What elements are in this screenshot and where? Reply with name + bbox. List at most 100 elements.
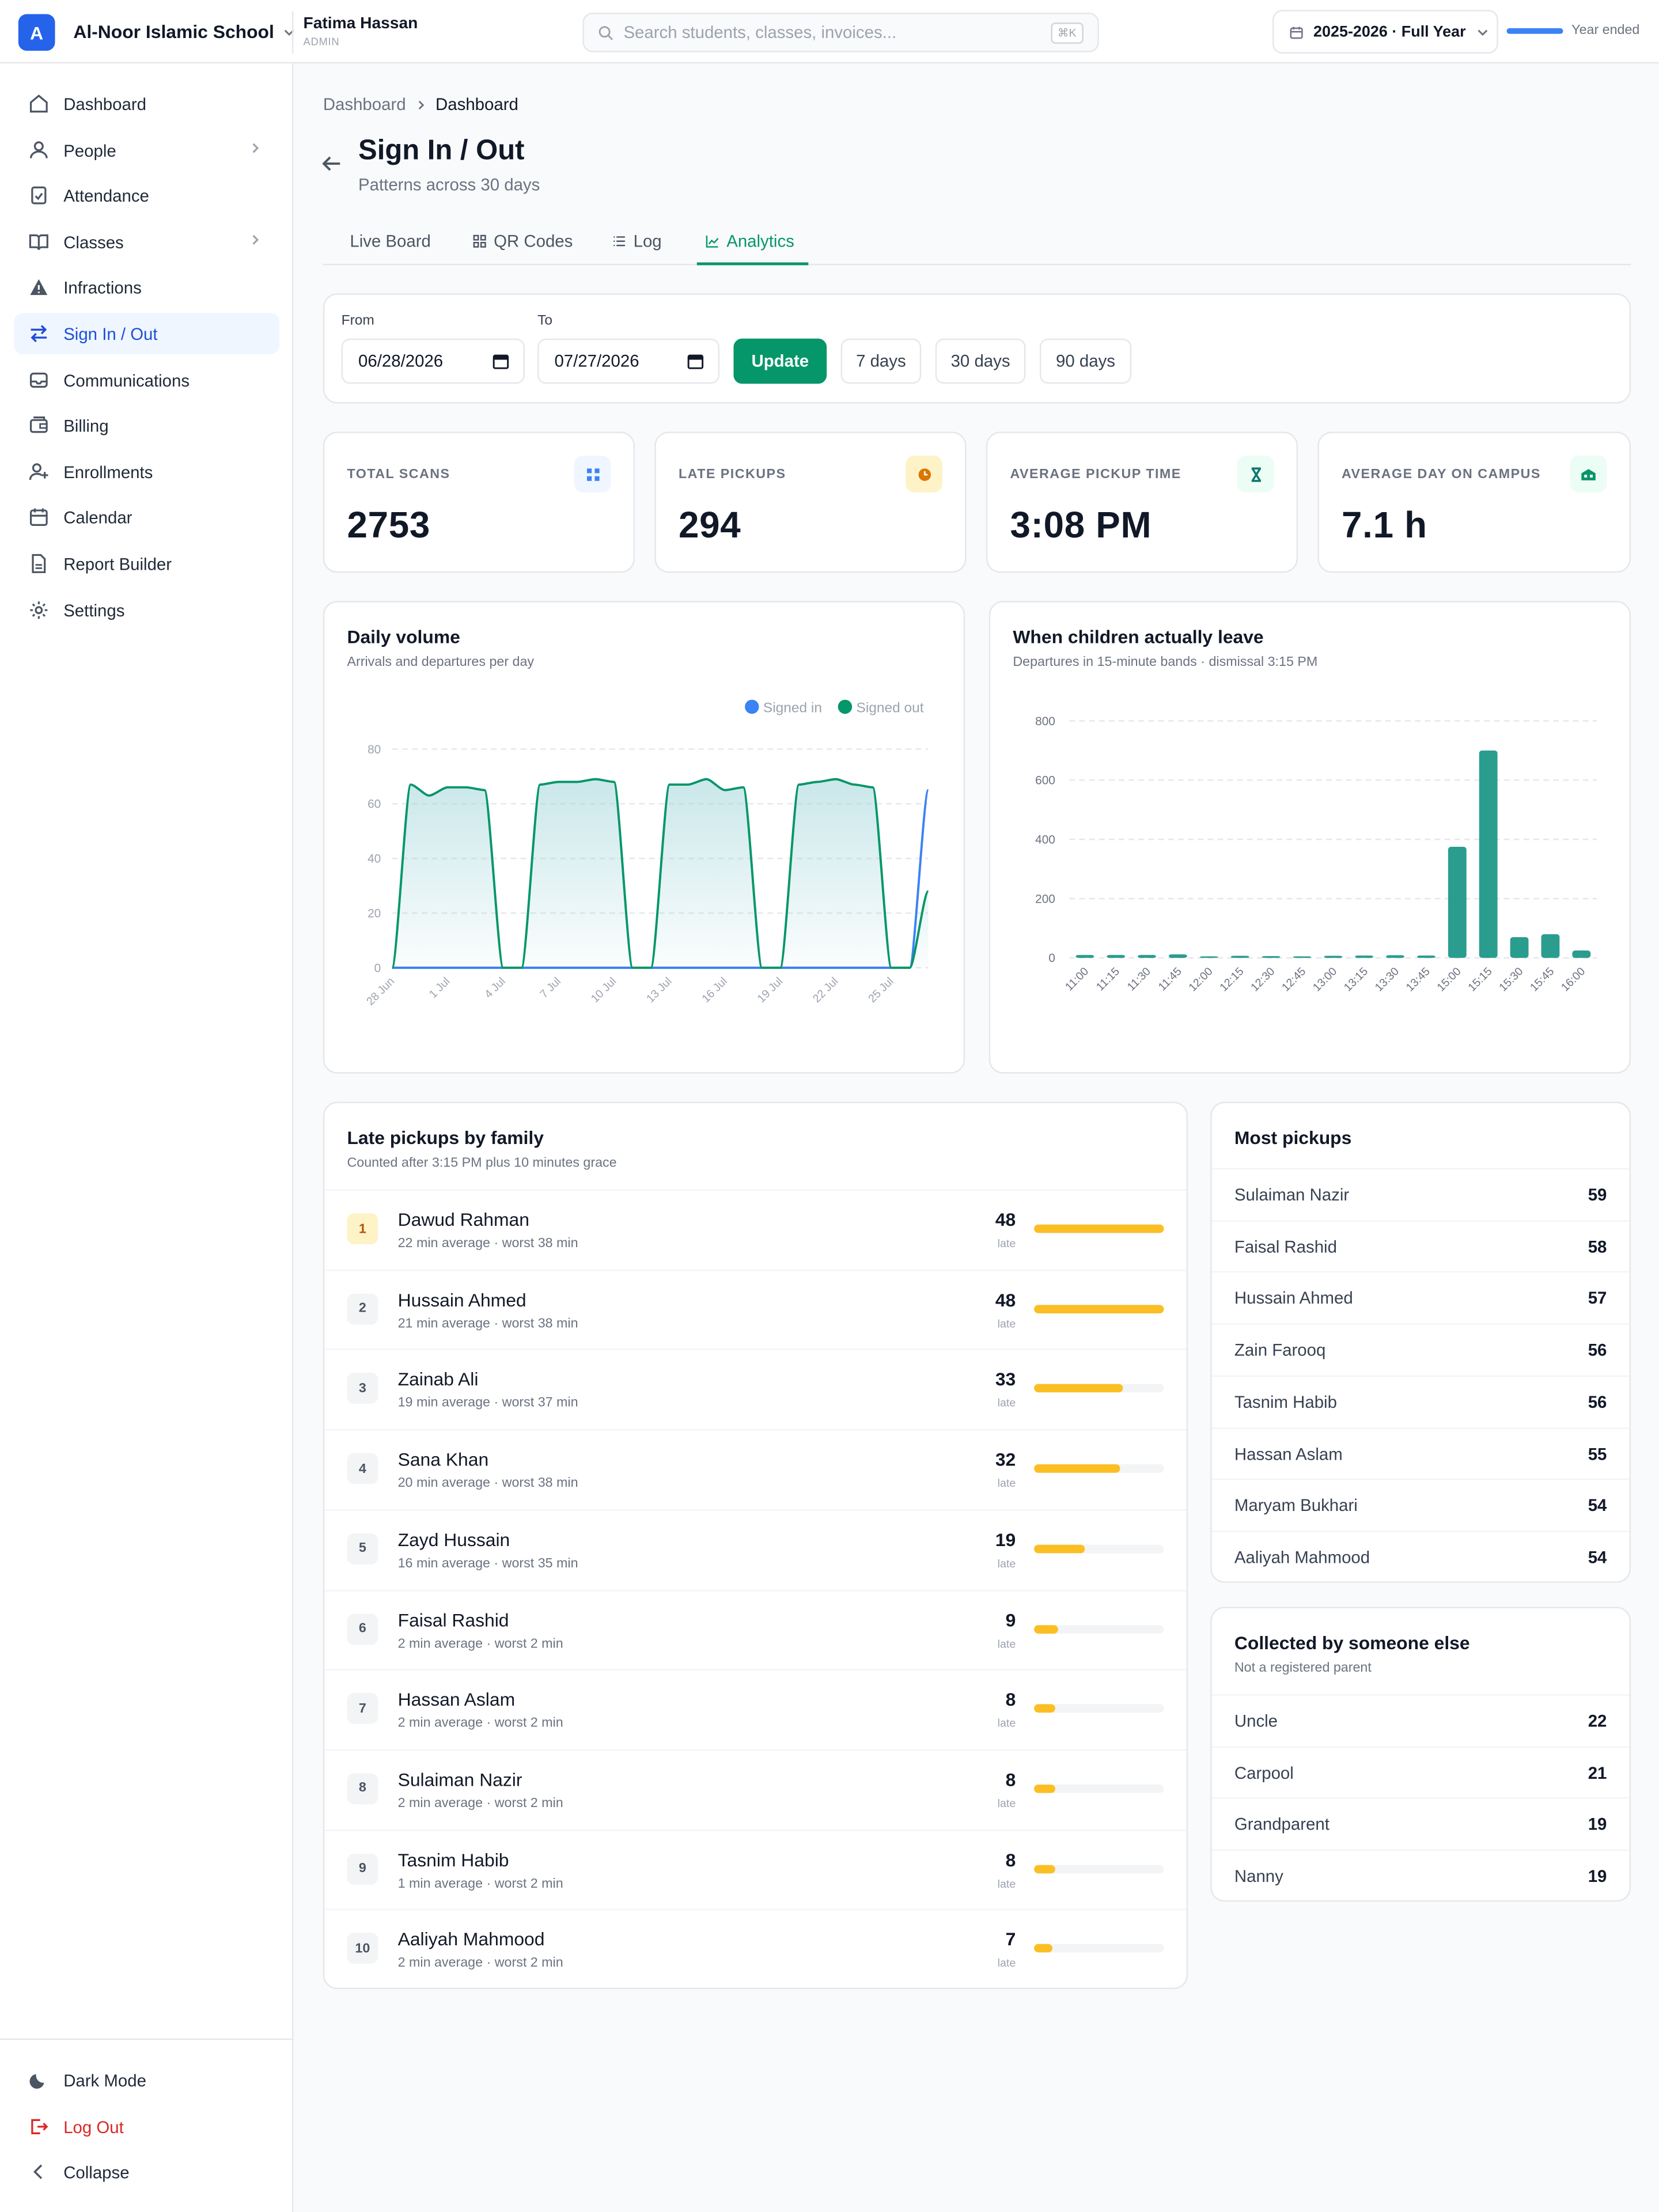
collector-row[interactable]: Carpool 21 (1211, 1746, 1630, 1798)
departure-bar[interactable] (1075, 955, 1094, 958)
calendar-icon[interactable] (687, 353, 704, 369)
back-arrow-icon[interactable] (320, 152, 343, 175)
breadcrumb-link[interactable]: Dashboard (323, 94, 406, 115)
departure-bar[interactable] (1138, 955, 1156, 958)
year-progress-bar (1506, 28, 1563, 34)
preset-30-days-button[interactable]: 30 days (935, 338, 1026, 384)
signed-in-line (392, 789, 930, 969)
late-family-row[interactable]: 3 Zainab Ali 19 min average · worst 37 min… (324, 1349, 1187, 1430)
late-family-row[interactable]: 6 Faisal Rashid 2 min average · worst 2 mi… (324, 1589, 1187, 1670)
collector-row[interactable]: Grandparent 19 (1211, 1797, 1630, 1850)
dark-mode-toggle[interactable]: Dark Mode (14, 2060, 279, 2101)
sidebar-item-enrollments[interactable]: Enrollments (14, 451, 279, 492)
sidebar-item-people[interactable]: People (14, 129, 279, 170)
sidebar-item-label: People (63, 140, 116, 161)
late-unit: late (997, 1797, 1016, 1810)
departure-bar[interactable] (1324, 956, 1343, 958)
pickup-row[interactable]: Zain Farooq 56 (1211, 1323, 1630, 1376)
late-count: 19 (995, 1529, 1016, 1550)
family-name: Aaliyah Mahmood (397, 1929, 545, 1950)
collapse-sidebar-button[interactable]: Collapse (14, 2152, 279, 2192)
from-label: From (341, 313, 374, 329)
sidebar-item-dashboard[interactable]: Dashboard (14, 83, 279, 124)
year-selector[interactable]: 2025-2026 · Full Year (1272, 10, 1498, 54)
pickup-row[interactable]: Faisal Rashid 58 (1211, 1219, 1630, 1272)
departure-bar[interactable] (1168, 954, 1187, 958)
x-tick-label: 28 Jun (364, 975, 397, 1007)
moon-icon (29, 2074, 44, 2089)
sidebar-item-attendance[interactable]: Attendance (14, 175, 279, 216)
page-subtitle: Patterns across 30 days (358, 175, 540, 195)
sidebar-item-settings[interactable]: Settings (14, 589, 279, 630)
sidebar-item-report-builder[interactable]: Report Builder (14, 543, 279, 584)
departure-bar[interactable] (1479, 750, 1498, 958)
departure-bar[interactable] (1417, 955, 1435, 958)
preset-90-days-button[interactable]: 90 days (1039, 338, 1132, 384)
school-switcher[interactable]: Al-Noor Islamic School (73, 21, 297, 42)
departure-bar[interactable] (1293, 956, 1312, 958)
calendar-icon (29, 509, 48, 527)
departure-bar[interactable] (1572, 950, 1591, 958)
sidebar-item-billing[interactable]: Billing (14, 405, 279, 446)
departure-bar[interactable] (1107, 955, 1126, 958)
to-date-input[interactable]: 07/27/2026 (537, 338, 719, 384)
pickup-row[interactable]: Sulaiman Nazir 59 (1211, 1168, 1630, 1221)
tab-label: Live Board (350, 231, 431, 251)
tab-qr-codes[interactable]: QR Codes (472, 232, 573, 251)
late-family-row[interactable]: 7 Hassan Aslam 2 min average · worst 2 min… (324, 1669, 1187, 1750)
late-family-row[interactable]: 4 Sana Khan 20 min average · worst 38 min 3… (324, 1429, 1187, 1510)
calendar-icon[interactable] (493, 353, 509, 369)
late-family-row[interactable]: 1 Dawud Rahman 22 min average · worst 38 m… (324, 1189, 1187, 1270)
departure-bar[interactable] (1199, 956, 1218, 958)
departure-bar[interactable] (1230, 956, 1249, 958)
y-tick-label: 400 (1035, 834, 1055, 847)
update-button[interactable]: Update (733, 338, 827, 384)
pickup-row[interactable]: Tasnim Habib 56 (1211, 1375, 1630, 1427)
tab-live-board[interactable]: Live Board (350, 232, 431, 251)
family-detail: 21 min average · worst 38 min (397, 1316, 578, 1332)
sidebar-item-label: Settings (63, 600, 125, 620)
sidebar-divider (0, 2038, 292, 2040)
pickup-row[interactable]: Maryam Bukhari 54 (1211, 1479, 1630, 1531)
tab-analytics[interactable]: Analytics (706, 232, 794, 251)
late-family-row[interactable]: 2 Hussain Ahmed 21 min average · worst 38 … (324, 1269, 1187, 1350)
departure-bar[interactable] (1262, 956, 1281, 958)
preset-7-days-button[interactable]: 7 days (840, 338, 922, 384)
family-detail: 2 min average · worst 2 min (397, 1956, 563, 1971)
sidebar-item-infractions[interactable]: Infractions (14, 267, 279, 308)
card-subtitle: Counted after 3:15 PM plus 10 minutes gr… (347, 1155, 617, 1171)
pickup-row[interactable]: Hussain Ahmed 57 (1211, 1271, 1630, 1324)
from-date-input[interactable]: 06/28/2026 (341, 338, 525, 384)
family-detail: 2 min average · worst 2 min (397, 1715, 563, 1732)
late-count: 8 (1005, 1849, 1016, 1870)
collector-row[interactable]: Uncle 22 (1211, 1694, 1630, 1747)
sidebar-item-label: Collapse (63, 2162, 130, 2183)
sidebar-item-classes[interactable]: Classes (14, 221, 279, 262)
collector-row[interactable]: Nanny 19 (1211, 1849, 1630, 1900)
sidebar-item-sign-in-out[interactable]: Sign In / Out (14, 313, 279, 354)
inbox-icon (29, 372, 48, 388)
x-tick-label: 25 Jul (866, 975, 896, 1005)
tab-log[interactable]: Log (612, 232, 662, 251)
departure-bar[interactable] (1386, 955, 1404, 958)
departure-bar[interactable] (1510, 937, 1529, 958)
late-family-row[interactable]: 10 Aaliyah Mahmood 2 min average · worst 2… (324, 1909, 1187, 1987)
late-progress-fill (1034, 1544, 1086, 1553)
sidebar-item-calendar[interactable]: Calendar (14, 497, 279, 538)
logout-button[interactable]: Log Out (14, 2106, 279, 2147)
sidebar-item-communications[interactable]: Communications (14, 359, 279, 400)
user-name[interactable]: Fatima Hassan (303, 15, 418, 33)
pickup-row[interactable]: Hassan Aslam 55 (1211, 1427, 1630, 1479)
departure-bar[interactable] (1541, 934, 1560, 958)
departure-bar[interactable] (1355, 955, 1374, 958)
late-family-row[interactable]: 8 Sulaiman Nazir 2 min average · worst 2 m… (324, 1749, 1187, 1830)
departure-bar[interactable] (1448, 847, 1467, 958)
late-family-row[interactable]: 9 Tasnim Habib 1 min average · worst 2 min… (324, 1829, 1187, 1910)
collector-count: 22 (1588, 1711, 1607, 1731)
late-family-row[interactable]: 5 Zayd Hussain 16 min average · worst 35 m… (324, 1509, 1187, 1590)
pickup-row[interactable]: Aaliyah Mahmood 54 (1211, 1530, 1630, 1581)
collector-count: 21 (1588, 1763, 1607, 1783)
school-logo[interactable]: A (18, 14, 55, 51)
search-input[interactable]: Search students, classes, invoices... ⌘K (582, 13, 1099, 52)
